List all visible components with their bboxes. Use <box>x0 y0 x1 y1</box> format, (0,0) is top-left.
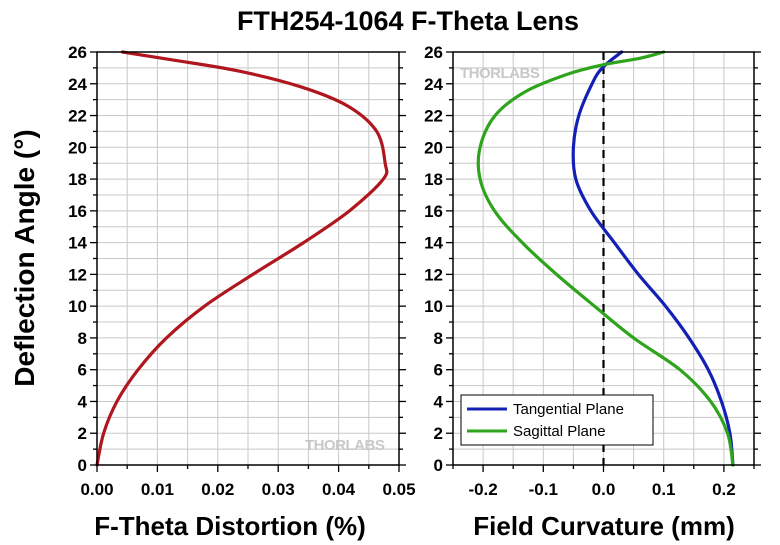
y-tick-label: 2 <box>434 424 443 443</box>
y-tick-label: 10 <box>424 297 443 316</box>
y-tick-label: 12 <box>68 265 87 284</box>
tangential-plane-line <box>571 50 735 467</box>
y-axis-label: Deflection Angle (°) <box>9 129 40 387</box>
x-tick-label: 0.05 <box>382 480 415 499</box>
x-axis-label: Field Curvature (mm) <box>473 511 735 541</box>
y-tick-label: 14 <box>68 234 87 253</box>
y-tick-label: 10 <box>68 297 87 316</box>
distortion-line <box>95 50 389 467</box>
x-tick-label: 0.03 <box>262 480 295 499</box>
x-tick-label: 0.00 <box>80 480 113 499</box>
y-tick-label: 26 <box>68 43 87 62</box>
chart-title: FTH254-1064 F-Theta Lens <box>237 6 579 36</box>
legend-label: Tangential Plane <box>513 401 624 418</box>
watermark-logo: THORLABS <box>460 65 540 82</box>
y-tick-label: 24 <box>424 75 443 94</box>
x-tick-label: -0.1 <box>529 480 558 499</box>
y-tick-label: 12 <box>424 265 443 284</box>
y-tick-label: 22 <box>424 107 443 126</box>
sagittal-plane-line <box>476 50 735 467</box>
y-tick-label: 2 <box>78 424 87 443</box>
y-tick-label: 18 <box>68 170 87 189</box>
x-tick-label: -0.2 <box>468 480 497 499</box>
y-tick-label: 22 <box>68 107 87 126</box>
y-tick-label: 8 <box>78 329 87 348</box>
y-tick-label: 26 <box>424 43 443 62</box>
x-tick-label: 0.2 <box>712 480 736 499</box>
y-tick-label: 20 <box>68 138 87 157</box>
x-tick-label: 0.02 <box>201 480 234 499</box>
watermark-logo: THORLABS <box>305 437 385 454</box>
y-tick-label: 4 <box>434 392 444 411</box>
legend-label: Sagittal Plane <box>513 423 606 440</box>
y-tick-label: 16 <box>424 202 443 221</box>
y-tick-label: 4 <box>78 392 88 411</box>
y-tick-label: 18 <box>424 170 443 189</box>
x-tick-label: 0.0 <box>592 480 616 499</box>
y-tick-label: 6 <box>78 361 87 380</box>
y-tick-label: 16 <box>68 202 87 221</box>
y-tick-label: 14 <box>424 234 443 253</box>
x-tick-label: 0.01 <box>141 480 174 499</box>
y-tick-label: 20 <box>424 138 443 157</box>
y-tick-label: 0 <box>434 456 443 475</box>
legend-box <box>460 394 654 446</box>
x-axis-label: F-Theta Distortion (%) <box>94 511 366 541</box>
y-tick-label: 8 <box>434 329 443 348</box>
x-tick-label: 0.1 <box>652 480 676 499</box>
y-tick-label: 24 <box>68 75 87 94</box>
y-tick-label: 0 <box>78 456 87 475</box>
y-tick-label: 6 <box>434 361 443 380</box>
x-tick-label: 0.04 <box>322 480 356 499</box>
